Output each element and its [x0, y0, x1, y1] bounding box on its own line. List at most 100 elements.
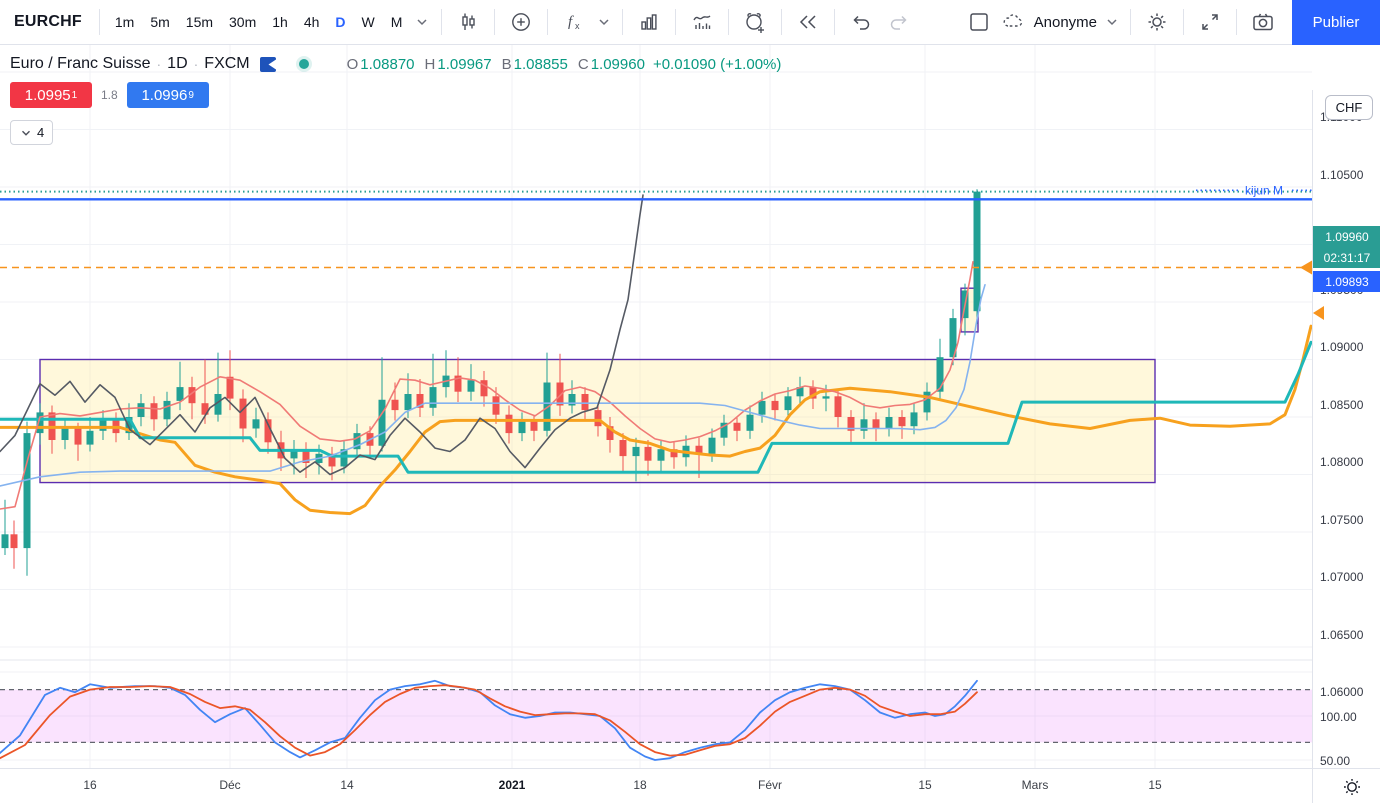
toolbar-separator — [1236, 9, 1237, 35]
interval-label[interactable]: 1D — [167, 55, 188, 72]
stoch-tick-label: 50.00 — [1320, 754, 1351, 768]
separator-dot: · — [193, 56, 199, 72]
price-axis[interactable]: CHF 1.110001.105001.100001.095001.090001… — [1312, 90, 1380, 803]
toolbar-separator — [98, 9, 100, 35]
price-tick-label: 1.09000 — [1320, 340, 1364, 354]
redo-icon[interactable] — [880, 3, 918, 41]
alert-triangle-marker[interactable] — [1313, 305, 1324, 320]
ohlc-label: B — [501, 55, 512, 73]
time-tick-label: 14 — [340, 778, 354, 792]
price-tick-label: 1.07000 — [1320, 570, 1364, 584]
toolbar-separator — [781, 9, 783, 35]
price-tick-label: 1.06500 — [1320, 627, 1364, 642]
alert-add-icon[interactable] — [736, 3, 774, 41]
time-tick-label: 18 — [633, 778, 647, 792]
axis-corner-separator — [1312, 769, 1313, 803]
timeframe-list: 1m 5m 15m 30m 1h 4h D W M — [107, 14, 411, 30]
ohlc-values: O 1.08870 H 1.09967 B 1.08855 C 1.09960 +0.01090… — [337, 56, 782, 73]
time-tick-label: Févr — [758, 778, 782, 792]
chart-legend: Euro / Franc Suisse · 1D · FXCM O 1.08870… — [10, 55, 781, 145]
top-toolbar: EURCHF 1m 5m 15m 30m 1h 4h D W M f x — [0, 0, 1380, 45]
ohlc-value: 1.09960 — [590, 55, 645, 73]
price-tick-label: 1.07500 — [1320, 512, 1364, 527]
timeframe-button-D[interactable]: D — [335, 14, 346, 30]
stoch-tick-label: 100.00 — [1320, 710, 1357, 724]
toolbar-separator — [441, 9, 443, 35]
layout-select-icon[interactable] — [960, 3, 998, 41]
ohlc-value: 1.08855 — [513, 55, 568, 73]
toolbar-right-group: Anonyme — [960, 0, 1380, 45]
indicator-templates-icon[interactable] — [630, 3, 668, 41]
bar-countdown-badge: 02:31:17 — [1313, 247, 1380, 269]
timeframe-button-15m[interactable]: 15m — [185, 14, 214, 30]
time-tick-label: 16 — [83, 778, 97, 792]
publish-button[interactable]: Publier — [1292, 0, 1380, 45]
price-tick-label: 1.06000 — [1320, 685, 1364, 699]
undo-icon[interactable] — [842, 3, 880, 41]
candles-style-icon[interactable] — [449, 3, 487, 41]
svg-text:x: x — [575, 21, 580, 31]
theme-sun-icon[interactable] — [1340, 775, 1364, 799]
time-tick-label: Mars — [1021, 778, 1049, 792]
bar-replay-icon[interactable] — [789, 3, 827, 41]
timeframe-button-30m[interactable]: 30m — [229, 14, 257, 30]
toolbar-separator — [622, 9, 624, 35]
separator-dot: · — [156, 56, 162, 72]
spread-value: 1.8 — [101, 88, 118, 102]
snapshot-camera-icon[interactable] — [1244, 3, 1282, 41]
ohlc-value: 1.09967 — [437, 55, 492, 73]
main-chart-canvas[interactable]: kijun M — [0, 45, 1312, 768]
toolbar-separator — [1130, 9, 1131, 35]
symbol-button[interactable]: EURCHF — [14, 13, 82, 30]
timeframe-button-W[interactable]: W — [361, 14, 375, 30]
toolbar-separator — [494, 9, 496, 35]
last-price-badge: 1.09960 — [1313, 226, 1380, 248]
change-value: +0.01090 (+1.00%) — [652, 55, 782, 73]
svg-text:f: f — [568, 14, 574, 30]
price-tick-label: 1.08000 — [1320, 455, 1364, 469]
hidden-indicator-count: 4 — [37, 125, 45, 140]
user-menu[interactable]: Anonyme — [1033, 13, 1097, 31]
toolbar-separator — [728, 9, 730, 35]
market-open-dot-icon — [298, 59, 309, 69]
indicators-chevron-icon[interactable] — [593, 3, 615, 41]
compare-plus-icon[interactable] — [502, 3, 540, 41]
price-tick-label: 1.10500 — [1320, 167, 1364, 182]
chart-pattern-icon[interactable] — [683, 3, 721, 41]
time-tick-label: Déc — [219, 778, 241, 792]
ohlc-label: H — [424, 55, 436, 73]
toolbar-separator — [1183, 9, 1184, 35]
toolbar-separator — [834, 9, 836, 35]
user-menu-chevron-icon[interactable] — [1101, 3, 1123, 41]
currency-toggle-chip[interactable]: CHF — [1325, 95, 1373, 120]
fullscreen-icon[interactable] — [1191, 3, 1229, 41]
cloud-save-icon[interactable] — [998, 3, 1028, 41]
timeframe-button-5m[interactable]: 5m — [150, 14, 170, 30]
chevron-down-icon — [22, 130, 30, 136]
time-tick-label: 2021 — [498, 778, 526, 792]
timeframe-button-M[interactable]: M — [390, 14, 403, 30]
timeframe-button-1h[interactable]: 1h — [272, 14, 288, 30]
time-tick-label: 15 — [1148, 778, 1162, 792]
timeframe-button-1m[interactable]: 1m — [114, 14, 135, 30]
chart-pane[interactable]: kijun M Euro / Franc Suisse · 1D · FXCM … — [0, 45, 1380, 803]
time-axis[interactable]: 16 Déc 14 2021 18 Févr 15 Mars 15 — [0, 768, 1380, 803]
toolbar-separator — [547, 9, 549, 35]
symbol-title[interactable]: Euro / Franc Suisse — [10, 55, 151, 72]
sell-bid-button[interactable]: 1.0995 1 — [10, 82, 92, 108]
kijun-m-price-badge: 1.09893 — [1313, 271, 1380, 293]
indicators-collapse-chip[interactable]: 4 — [10, 120, 54, 145]
indicators-fx-icon[interactable]: f x — [555, 3, 593, 41]
timeframe-button-4h[interactable]: 4h — [303, 14, 320, 30]
svg-text:kijun M: kijun M — [1245, 183, 1283, 197]
timeframe-menu-chevron-icon[interactable] — [410, 3, 434, 41]
buy-ask-button[interactable]: 1.0996 9 — [126, 82, 209, 108]
exchange-logo-icon — [259, 56, 276, 72]
ohlc-label: C — [577, 55, 589, 73]
time-tick-label: 15 — [918, 778, 932, 792]
exchange-label[interactable]: FXCM — [204, 55, 250, 72]
ohlc-value: 1.08870 — [360, 55, 415, 73]
settings-gear-icon[interactable] — [1138, 3, 1176, 41]
ohlc-label: O — [346, 55, 359, 73]
